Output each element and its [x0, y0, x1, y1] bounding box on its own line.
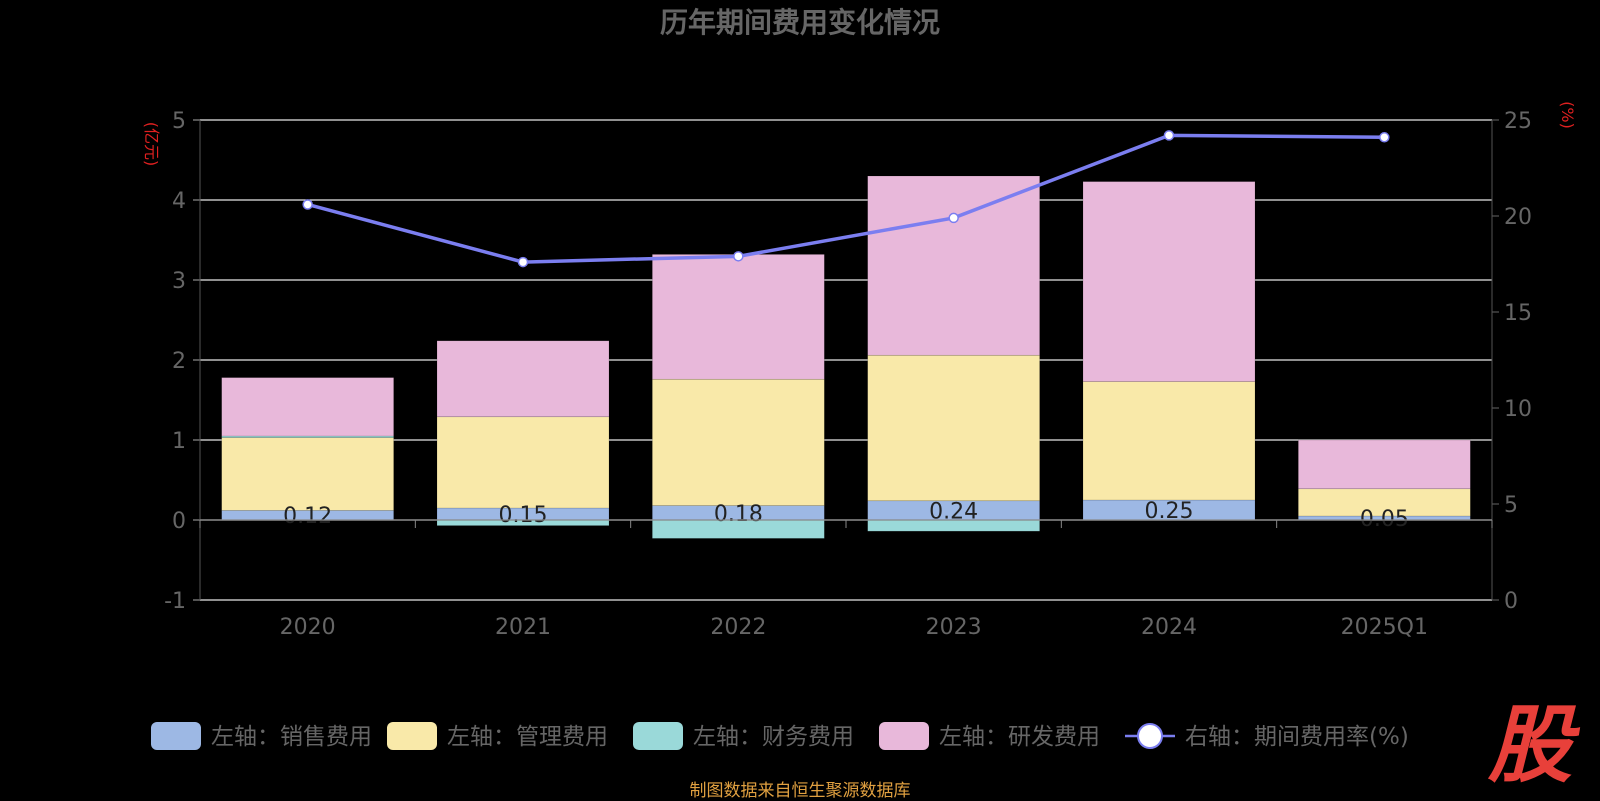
legend-swatch [387, 722, 437, 750]
bar-segment[interactable] [1298, 439, 1471, 490]
bar-data-label: 0.15 [499, 503, 548, 528]
right-axis-tick-label: 25 [1504, 109, 1532, 134]
legend-item[interactable]: 左轴：财务费用 [633, 722, 854, 750]
right-axis-tick-label: 10 [1504, 397, 1532, 422]
legend-swatch [879, 722, 929, 750]
x-axis-tick-label: 2020 [280, 615, 336, 640]
line-data-point[interactable] [733, 251, 744, 262]
bar-segment[interactable] [1082, 381, 1256, 501]
bar-data-label: 0.18 [714, 502, 763, 527]
axis-layer: -1 0 1 2 3 4 5 0 5 10 15 20 25 2020 2021 2022 2023 2024 20… [164, 109, 1532, 640]
legend-item[interactable]: 左轴：研发费用 [879, 722, 1100, 750]
bar-segment[interactable] [221, 377, 394, 437]
legend-item[interactable]: 右轴：期间费用率(%) [1125, 723, 1409, 750]
line-series-path [307, 133, 1385, 264]
line-data-point[interactable] [517, 256, 529, 268]
right-axis-tick-label: 5 [1504, 493, 1518, 518]
legend-swatch [633, 722, 683, 750]
right-axis-tick-label: 0 [1504, 589, 1518, 614]
line-data-point[interactable] [1163, 130, 1175, 141]
legend-label: 左轴：销售费用 [211, 724, 372, 750]
bar-segment[interactable] [1082, 181, 1256, 382]
bar-segment[interactable] [652, 378, 825, 506]
left-axis-tick-label: 5 [172, 109, 186, 134]
bar-segment[interactable] [436, 416, 610, 509]
legend[interactable]: 左轴：销售费用 左轴：管理费用 左轴：财务费用 左轴：研发费用 右轴：期间费用率(%) [151, 722, 1409, 750]
x-axis-tick-label: 2024 [1141, 615, 1197, 640]
line-data-point[interactable] [302, 199, 313, 210]
line-layer [302, 130, 1390, 268]
x-axis-tick-label: 2025Q1 [1341, 615, 1428, 640]
line-data-point[interactable] [1379, 132, 1390, 143]
bar-data-label: 0.24 [929, 499, 978, 524]
left-axis-tick-label: 2 [172, 349, 186, 374]
bar-segment[interactable] [1298, 488, 1471, 517]
legend-item[interactable]: 左轴：管理费用 [387, 722, 608, 750]
bar-segment[interactable] [436, 340, 610, 418]
bar-data-label: 0.12 [283, 504, 332, 529]
legend-label: 左轴：研发费用 [939, 724, 1100, 750]
left-axis-tick-label: 1 [172, 429, 186, 454]
data-source-note: 制图数据来自恒生聚源数据库 [689, 781, 911, 801]
x-axis-tick-label: 2023 [926, 615, 982, 640]
legend-item[interactable]: 左轴：销售费用 [151, 722, 372, 750]
brand-logo: 股 [1488, 696, 1573, 794]
right-axis-unit-label: (%) [1558, 101, 1577, 129]
legend-swatch [151, 722, 201, 750]
bar-segment[interactable] [221, 437, 394, 511]
line-data-point[interactable] [948, 212, 959, 224]
chart-title: 历年期间费用变化情况 [660, 6, 940, 39]
x-axis-tick-label: 2021 [495, 615, 551, 640]
left-axis-tick-label: 3 [172, 269, 186, 294]
bars-layer: 0.12 0.15 0.18 0.24 0.25 0.05 [221, 175, 1471, 539]
x-axis-tick-label: 2022 [710, 615, 766, 640]
right-axis-tick-label: 15 [1504, 301, 1532, 326]
legend-label: 左轴：财务费用 [693, 724, 854, 750]
right-axis-tick-label: 20 [1504, 205, 1532, 230]
left-axis-tick-label: -1 [164, 589, 186, 614]
legend-marker [1137, 723, 1163, 749]
bar-segment[interactable] [867, 175, 1040, 356]
bar-segment[interactable] [652, 254, 825, 380]
legend-label: 左轴：管理费用 [447, 724, 608, 750]
legend-label: 右轴：期间费用率(%) [1185, 724, 1409, 750]
left-axis-unit-label: (亿元) [142, 122, 161, 167]
bar-segment[interactable] [867, 354, 1040, 502]
left-axis-tick-label: 4 [172, 189, 186, 214]
left-axis-tick-label: 0 [172, 509, 186, 534]
